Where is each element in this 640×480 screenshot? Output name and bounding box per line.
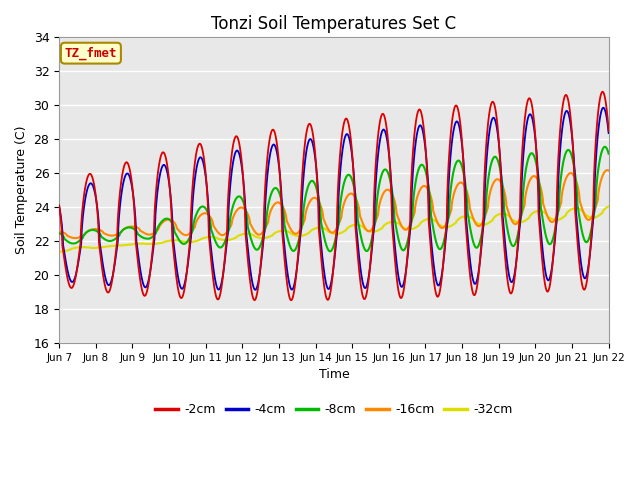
-4cm <box>314 178 321 184</box>
-16cm <box>604 168 612 173</box>
-2cm <box>314 183 321 189</box>
-16cm <box>457 180 465 185</box>
Line: -4cm: -4cm <box>59 108 609 290</box>
-8cm <box>55 230 63 236</box>
-16cm <box>154 227 162 232</box>
-16cm <box>605 168 612 173</box>
-8cm <box>605 151 612 156</box>
-32cm <box>605 204 612 209</box>
-4cm <box>55 204 63 209</box>
Line: -2cm: -2cm <box>59 92 609 300</box>
-16cm <box>488 183 496 189</box>
-32cm <box>457 215 465 220</box>
Text: TZ_fmet: TZ_fmet <box>65 47 117 60</box>
-16cm <box>427 193 435 199</box>
-32cm <box>55 249 63 254</box>
-8cm <box>457 161 465 167</box>
-32cm <box>56 249 63 254</box>
-2cm <box>55 203 63 208</box>
-4cm <box>605 130 612 136</box>
-4cm <box>488 116 496 122</box>
Legend: -2cm, -4cm, -8cm, -16cm, -32cm: -2cm, -4cm, -8cm, -16cm, -32cm <box>150 398 518 421</box>
Line: -32cm: -32cm <box>59 206 609 252</box>
-4cm <box>154 185 162 191</box>
-32cm <box>154 240 162 246</box>
-2cm <box>287 297 295 303</box>
-2cm <box>598 89 606 95</box>
-2cm <box>427 244 435 250</box>
-4cm <box>457 134 465 140</box>
-8cm <box>427 205 435 211</box>
-32cm <box>488 217 496 223</box>
-16cm <box>71 235 79 241</box>
Line: -8cm: -8cm <box>59 147 609 252</box>
-2cm <box>457 128 465 133</box>
-8cm <box>326 249 334 254</box>
Y-axis label: Soil Temperature (C): Soil Temperature (C) <box>15 126 28 254</box>
-32cm <box>604 204 612 210</box>
-8cm <box>601 144 609 150</box>
-4cm <box>604 125 612 131</box>
X-axis label: Time: Time <box>319 368 349 381</box>
-16cm <box>604 167 611 173</box>
-2cm <box>604 121 612 127</box>
-4cm <box>600 105 607 110</box>
-16cm <box>314 197 321 203</box>
Line: -16cm: -16cm <box>59 170 609 238</box>
-32cm <box>314 225 321 231</box>
-4cm <box>427 232 435 238</box>
-2cm <box>154 170 162 176</box>
-8cm <box>154 225 162 230</box>
Title: Tonzi Soil Temperatures Set C: Tonzi Soil Temperatures Set C <box>211 15 456 33</box>
-4cm <box>252 287 259 293</box>
-8cm <box>314 189 321 194</box>
-32cm <box>427 216 435 222</box>
-2cm <box>488 99 496 105</box>
-2cm <box>605 128 612 133</box>
-8cm <box>488 157 496 163</box>
-8cm <box>604 149 612 155</box>
-16cm <box>55 228 63 234</box>
